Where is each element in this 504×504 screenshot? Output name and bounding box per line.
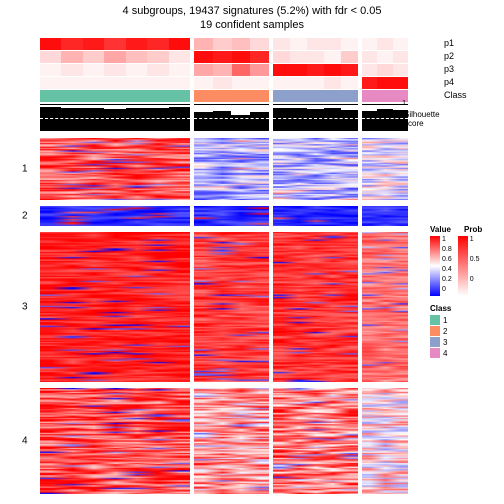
heatmap-block-4-g2 <box>194 388 269 494</box>
class-swatch-2: 2 <box>430 326 500 336</box>
title-line-1: 4 subgroups, 19437 signatures (5.2%) wit… <box>0 4 504 18</box>
heatmap-block-4-g4 <box>362 388 408 494</box>
class-swatch-3: 3 <box>430 337 500 347</box>
heatmap-block-1-g2 <box>194 138 269 200</box>
row-block-label-1: 1 <box>22 164 28 175</box>
class-swatch-1: 1 <box>430 315 500 325</box>
heatmap: 1234 <box>40 138 400 488</box>
legend-title-class: Class <box>430 304 500 313</box>
class-swatch-4: 4 <box>430 348 500 358</box>
heatmap-block-1-g3 <box>273 138 358 200</box>
row-block-label-4: 4 <box>22 436 28 447</box>
heatmap-block-2-g1 <box>40 206 190 226</box>
annot-row-p1 <box>40 38 400 50</box>
title-line-2: 19 confident samples <box>0 18 504 32</box>
heatmap-block-2-g4 <box>362 206 408 226</box>
legends: ValueProb10.80.60.40.2010.50Class1234 <box>430 225 500 366</box>
heatmap-block-3-g4 <box>362 232 408 382</box>
annot-row-p3 <box>40 64 400 76</box>
annot-row-Class <box>40 90 400 102</box>
heatmap-block-3-g2 <box>194 232 269 382</box>
silhouette-track: Silhouette score10.50 <box>40 104 400 130</box>
chart-title: 4 subgroups, 19437 signatures (5.2%) wit… <box>0 0 504 33</box>
legend-title-prob: Prob <box>464 225 492 234</box>
heatmap-block-2-g2 <box>194 206 269 226</box>
heatmap-block-1-g4 <box>362 138 408 200</box>
annot-label-Class: Class <box>444 90 467 100</box>
annot-row-p4 <box>40 77 400 89</box>
chart-root: 4 subgroups, 19437 signatures (5.2%) wit… <box>0 0 504 504</box>
row-block-label-2: 2 <box>22 211 28 222</box>
annot-label-p1: p1 <box>444 38 454 48</box>
heatmap-block-1-g1 <box>40 138 190 200</box>
heatmap-block-2-g3 <box>273 206 358 226</box>
annot-row-p2 <box>40 51 400 63</box>
annot-label-p4: p4 <box>444 77 454 87</box>
heatmap-block-4-g3 <box>273 388 358 494</box>
heatmap-block-4-g1 <box>40 388 190 494</box>
heatmap-block-3-g1 <box>40 232 190 382</box>
silhouette-label: Silhouette score <box>404 110 440 128</box>
annot-label-p2: p2 <box>444 51 454 61</box>
heatmap-block-3-g3 <box>273 232 358 382</box>
annot-label-p3: p3 <box>444 64 454 74</box>
row-block-label-3: 3 <box>22 302 28 313</box>
legend-title-value: Value <box>430 225 458 234</box>
